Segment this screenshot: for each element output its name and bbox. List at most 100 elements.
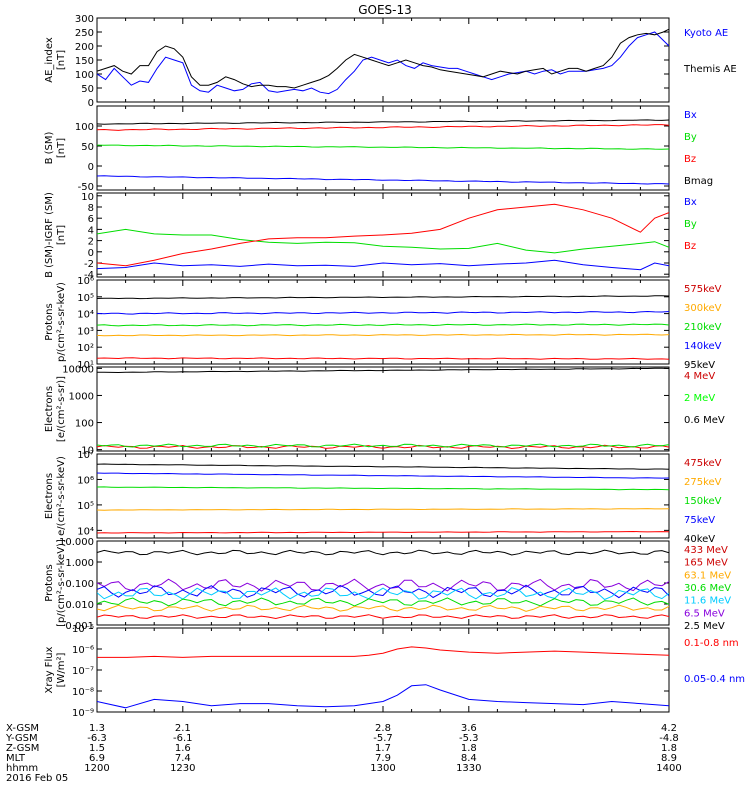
series-line-165-mev <box>97 578 669 592</box>
series-line-210kev <box>97 323 669 327</box>
y-tick-label: 100 <box>75 419 94 430</box>
ephemeris-value: 2.1 <box>175 723 191 734</box>
series-group <box>97 203 669 271</box>
legend-entry: 140keV <box>684 341 722 352</box>
panel-protons_low: 10¹ 10² 10³ 10⁴ 10⁵ 10⁶ Protons p/(cm²-s-sr-keV… <box>44 276 722 371</box>
y-tick-label: 10⁵ <box>77 293 94 304</box>
legend-entry: Themis AE <box>683 64 737 75</box>
ephemeris-value: 1.6 <box>175 743 191 754</box>
series-line-bx <box>97 175 669 185</box>
panel-bsm: -50 0 50 100 B (SM) [nT] Bx By Bz Bmag <box>44 105 713 193</box>
series-line-150kev <box>97 486 669 491</box>
series-line-0-1-0-8-nm <box>97 646 669 658</box>
series-line-40kev <box>97 530 669 534</box>
legend-entry: 0.05-0.4 nm <box>684 674 745 685</box>
series-line-275kev <box>97 472 669 479</box>
ephemeris-value: 4.2 <box>661 723 677 734</box>
ephemeris-value: -5.7 <box>373 733 393 744</box>
ephemeris-row-label: MLT <box>6 753 26 764</box>
ephemeris-value: 7.9 <box>375 753 391 764</box>
series-line-themis-ae <box>97 28 669 89</box>
series-group <box>97 646 669 709</box>
legend-entry: Bx <box>684 197 697 208</box>
ephemeris-row-label: Z-GSM <box>6 743 39 754</box>
y-tick-label: 0.010 <box>65 600 94 611</box>
y-tick-label: 0 <box>88 98 94 109</box>
series-line-bz <box>97 203 669 267</box>
plot-frame <box>96 17 670 103</box>
series-group <box>97 119 669 185</box>
series-line-bx <box>97 259 669 271</box>
y-tick-label: 0.001 <box>65 621 94 632</box>
y-tick-label: 10⁴ <box>77 310 94 321</box>
y-tick-label: 6 <box>88 214 94 225</box>
legend-entry: 11.6 MeV <box>684 596 731 607</box>
series-line-by <box>97 228 669 254</box>
legend-entry: Kyoto AE <box>684 28 728 39</box>
legend-entry: By <box>684 132 697 143</box>
legend-entry: 150keV <box>684 496 722 507</box>
y-axis-label: [nT] <box>56 138 67 158</box>
ephemeris-value: 2.8 <box>375 723 391 734</box>
series-line-11-6-mev <box>97 597 669 607</box>
y-tick-label: 10⁻⁸ <box>72 687 94 698</box>
y-tick-label: 50 <box>81 84 94 95</box>
legend-entry: 475keV <box>684 458 722 469</box>
y-tick-label: 8 <box>88 203 94 214</box>
ephemeris-row-label: hhmm <box>6 763 38 774</box>
series-line-bz <box>97 124 669 131</box>
series-line-2-5-mev <box>97 614 669 620</box>
ephemeris-value: 1200 <box>84 763 109 774</box>
legend-entry: 275keV <box>684 477 722 488</box>
series-line-575kev <box>97 295 669 300</box>
plot-frame <box>96 366 670 452</box>
y-tick-label: 250 <box>75 28 94 39</box>
y-axis-label: Protons <box>44 564 55 601</box>
ephemeris-value: 8.4 <box>461 753 477 764</box>
series-line-300kev <box>97 310 669 315</box>
series-line-30-6-mev <box>97 587 669 601</box>
legend-entry: 2.5 MeV <box>684 621 725 632</box>
y-axis-label: [p/(cm²-s-sr-keV)] <box>56 539 67 627</box>
legend-entry: Bz <box>684 241 696 252</box>
legend-entry: 6.5 MeV <box>684 608 725 619</box>
y-tick-label: 10⁷ <box>77 450 94 461</box>
y-tick-label: 50 <box>81 142 94 153</box>
y-tick-label: -4 <box>84 270 94 281</box>
y-tick-label: 100 <box>75 122 94 133</box>
plot-frame <box>96 279 670 365</box>
ephemeris-value: 8.9 <box>661 753 677 764</box>
series-group <box>97 463 669 534</box>
legend-entry: 75keV <box>684 515 715 526</box>
ephemeris-value: 7.4 <box>175 753 191 764</box>
ephemeris-value: 1400 <box>656 763 681 774</box>
ephemeris-value: -6.3 <box>87 733 107 744</box>
legend-entry: By <box>684 219 697 230</box>
date-label: 2016 Feb 05 <box>6 773 68 784</box>
legend-entry: 300keV <box>684 303 722 314</box>
y-tick-label: 10.000 <box>59 537 94 548</box>
panel-ae: 0 50 100 150 200 250 300 AE_index [nT] Kyoto AE Th… <box>44 14 737 109</box>
series-group <box>97 28 669 95</box>
panel-xray: 10⁻⁹ 10⁻⁸ 10⁻⁷ 10⁻⁶ 10⁻⁵ Xray Flux [W/m²] 0.1-0… <box>44 624 745 719</box>
series-line-2-mev <box>97 443 669 448</box>
legend-entry: 95keV <box>684 360 715 371</box>
y-tick-label: 10¹ <box>77 360 94 371</box>
legend-entry: Bz <box>684 154 696 165</box>
y-axis-label: [W/m²] <box>56 652 67 687</box>
ephemeris-value: 1330 <box>456 763 481 774</box>
y-tick-label: 10² <box>77 343 94 354</box>
series-line-0-6-mev <box>97 367 669 374</box>
x-axis-ephemeris: X-GSM 1.3 2.1 2.8 3.6 4.2 Y-GSM -6.3 -6.1 -5.7 -5.… <box>5 723 682 784</box>
legend-entry: 4 MeV <box>684 371 715 382</box>
y-axis-label: [e/(cm²-s-sr)] <box>56 376 67 442</box>
y-tick-label: 100 <box>75 70 94 81</box>
y-axis-label: e/(cm²-s-sr-keV) <box>56 456 67 536</box>
series-group <box>97 367 669 450</box>
y-axis-label: B (SM)-IGRF (SM) <box>44 192 55 278</box>
y-tick-label: 10⁴ <box>77 526 94 537</box>
y-tick-label: 10³ <box>77 326 94 337</box>
ephemeris-value: 1300 <box>370 763 395 774</box>
